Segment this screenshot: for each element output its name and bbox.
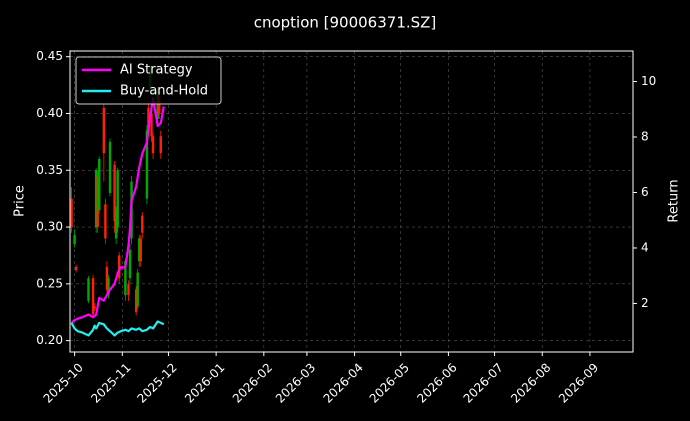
candle-body-2025-11-12 — [138, 238, 141, 262]
candle-body-2025-11-03 — [124, 261, 127, 296]
chart-title: cnoption [90006371.SZ] — [254, 14, 437, 32]
candle-body-2025-10-22 — [105, 266, 109, 290]
candle-body-2025-11-06 — [128, 249, 132, 279]
left-tick-label-0.40: 0.40 — [36, 106, 63, 120]
right-tick-label-6: 6 — [641, 185, 649, 199]
candle-body-2025-10-14 — [93, 306, 96, 309]
candle-body-2025-10-24 — [108, 141, 112, 193]
right-tick-label-4: 4 — [641, 240, 649, 254]
candle-body-2025-09-29 — [70, 198, 73, 228]
left-y-axis: 0.20 0.25 0.30 0.35 0.40 0.45 — [36, 49, 70, 347]
series-line-buy-and-hold — [70, 320, 165, 337]
candles — [70, 64, 162, 318]
candle-body-2025-11-11 — [136, 272, 139, 307]
candle-body-2025-10-01 — [73, 235, 76, 245]
candle-body-2025-11-18 — [147, 107, 150, 131]
left-tick-label-0.30: 0.30 — [36, 220, 63, 234]
candle-body-2025-11-13 — [139, 238, 142, 262]
left-axis-label: Price — [13, 185, 28, 217]
legend-box — [75, 56, 222, 105]
candle-body-2025-10-28 — [114, 210, 118, 239]
candle-body-2025-11-17 — [145, 130, 149, 199]
candle-body-2025-10-13 — [91, 278, 95, 315]
candle-body-2025-11-24 — [156, 90, 159, 120]
candle-body-2025-10-15 — [94, 170, 98, 228]
candle-body-2025-11-14 — [141, 215, 144, 233]
legend: AI Strategy Buy-and-Hold — [75, 56, 222, 105]
candle-body-2025-10-21 — [104, 204, 107, 239]
candle-body-2025-10-23 — [107, 278, 110, 296]
candle-body-2025-10-29 — [116, 170, 119, 228]
candle-body-2025-11-26 — [159, 136, 162, 154]
candle-body-2025-11-25 — [158, 96, 161, 114]
right-y-axis: 2 4 6 8 10 — [633, 74, 656, 310]
right-tick-label-10: 10 — [641, 74, 656, 88]
candle-body-2025-10-20 — [102, 107, 106, 154]
candle-body-2025-11-10 — [134, 289, 138, 313]
candle-body-2025-10-27 — [113, 164, 116, 222]
candle-body-2025-11-20 — [150, 113, 153, 137]
candle-body-2025-10-16 — [96, 175, 99, 228]
candle-body-2025-10-02 — [74, 266, 78, 271]
plot-frame — [69, 50, 634, 353]
right-tick-label-8: 8 — [641, 130, 649, 144]
left-tick-label-0.25: 0.25 — [36, 276, 63, 290]
legend-label-ai-strategy: AI Strategy — [120, 63, 193, 78]
right-tick-label-2: 2 — [641, 296, 649, 310]
left-tick-label-0.20: 0.20 — [36, 333, 63, 347]
left-tick-label-0.45: 0.45 — [36, 49, 63, 63]
candle-body-2025-10-17 — [98, 158, 101, 211]
right-axis-label: Return — [667, 179, 682, 222]
candle-body-2025-10-30 — [118, 255, 121, 279]
candle-body-2025-11-05 — [127, 283, 130, 296]
left-tick-label-0.35: 0.35 — [36, 163, 63, 177]
candle-body-2025-10-10 — [87, 278, 90, 301]
legend-label-buy-and-hold: Buy-and-Hold — [120, 84, 208, 99]
candle-body-2025-11-21 — [151, 136, 155, 154]
return-lines — [70, 97, 165, 337]
series-line-ai-strategy — [70, 97, 165, 324]
